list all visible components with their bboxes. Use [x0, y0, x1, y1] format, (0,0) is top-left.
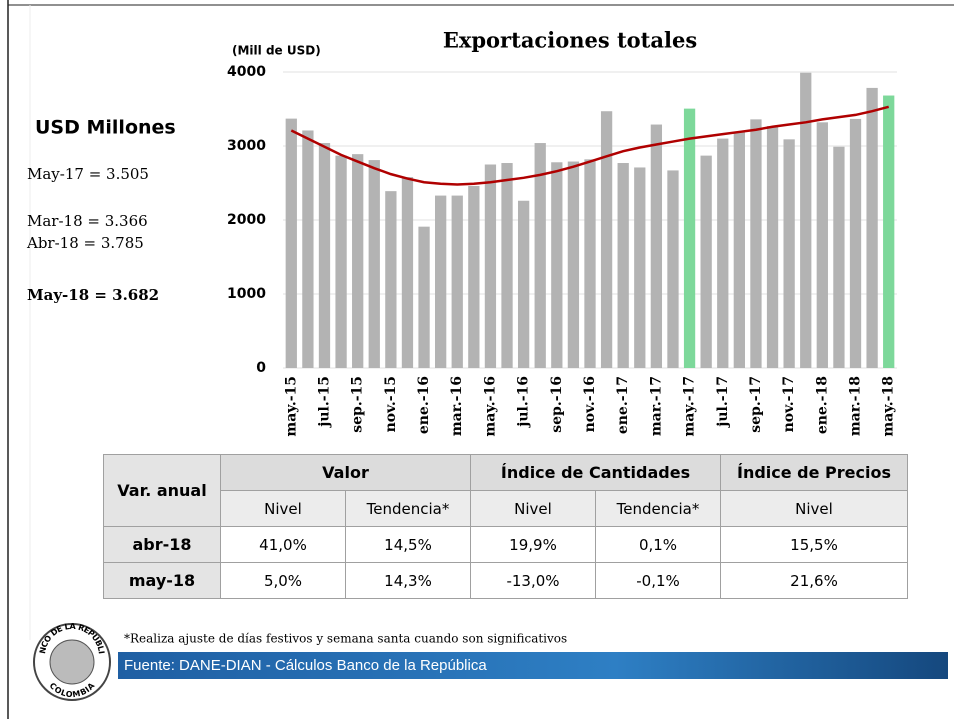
x-tick-label: sep.-17: [748, 376, 764, 433]
cell: 14,3%: [345, 562, 471, 599]
cell: 19,9%: [470, 526, 596, 563]
cell: 14,5%: [345, 526, 471, 563]
bar: [435, 195, 447, 368]
bar: [766, 126, 779, 369]
bar: [650, 124, 663, 368]
bar: [302, 130, 314, 368]
bar: [551, 162, 563, 368]
row-label: may-18: [103, 562, 221, 599]
bar: [849, 118, 862, 368]
bar: [816, 122, 828, 368]
x-tick-label: jul.-17: [715, 376, 731, 429]
row-label: abr-18: [103, 526, 221, 563]
x-tick-label: nov.-15: [383, 376, 399, 432]
y-tick-label: 3000: [227, 138, 266, 154]
x-tick-label: jul.-15: [316, 376, 332, 429]
group-header: Índice de Precios: [720, 454, 908, 491]
logo-center: [49, 639, 95, 685]
table-corner: Var. anual: [103, 454, 221, 527]
bar: [617, 163, 629, 368]
cell: 41,0%: [220, 526, 346, 563]
bar: [501, 163, 513, 368]
summary-table: Var. anual Valor Índice de Cantidades Ín…: [103, 454, 908, 599]
x-tick-label: nov.-17: [781, 376, 797, 432]
y-tick-label: 1000: [227, 286, 266, 302]
logo-text: BANCO DE LA REPUBLICA: [0, 0, 106, 654]
bar: [733, 131, 745, 368]
x-tick-label: ene.-16: [416, 376, 432, 434]
y-axis-label: (Mill de USD): [232, 44, 321, 58]
cell: -13,0%: [470, 562, 596, 599]
group-header: Valor: [220, 454, 471, 491]
cell: 5,0%: [220, 562, 346, 599]
bar: [352, 154, 364, 368]
bar: [468, 185, 480, 368]
side-line: May-17 = 3.505: [27, 165, 149, 183]
y-tick-label: 4000: [227, 64, 266, 80]
y-tick-label: 0: [256, 360, 266, 376]
bar: [385, 191, 397, 368]
bar: [368, 160, 380, 368]
subheader: Nivel: [720, 490, 908, 527]
cell: 21,6%: [720, 562, 908, 599]
x-tick-label: ene.-17: [615, 376, 631, 434]
side-highlight: May-18 = 3.682: [27, 286, 159, 304]
side-line: Mar-18 = 3.366: [27, 212, 148, 230]
bar: [634, 167, 646, 368]
source-band: [118, 652, 948, 679]
bar: [866, 87, 878, 368]
x-tick-label: mar.-17: [648, 376, 664, 436]
x-tick-label: nov.-16: [582, 376, 598, 432]
x-tick-label: may.-16: [482, 376, 498, 437]
bar: [783, 139, 795, 368]
bar: [883, 95, 895, 369]
subheader: Tendencia*: [345, 490, 471, 527]
x-tick-label: sep.-16: [549, 376, 565, 433]
x-tick-label: mar.-16: [449, 376, 465, 436]
side-heading: USD Millones: [35, 117, 176, 139]
bar: [750, 119, 762, 368]
bar: [800, 72, 812, 369]
bar: [667, 170, 679, 368]
x-tick-label: jul.-16: [516, 376, 532, 429]
x-tick-label: may.-17: [682, 376, 698, 437]
source: Fuente: DANE-DIAN - Cálculos Banco de la…: [124, 657, 487, 674]
bar: [451, 195, 463, 368]
logo-top: BANCO DE LA REPUBLICA: [0, 0, 106, 654]
bar: [567, 161, 580, 368]
y-tick-label: 2000: [227, 212, 266, 228]
bar: [584, 159, 596, 368]
bar: [484, 164, 497, 368]
bar: [335, 155, 347, 368]
subheader: Nivel: [220, 490, 346, 527]
cell: 15,5%: [720, 526, 908, 563]
bar: [600, 111, 613, 368]
side-line: Abr-18 = 3.785: [26, 234, 144, 252]
bar: [401, 177, 414, 368]
trend-line: [290, 105, 890, 186]
cell: -0,1%: [595, 562, 721, 599]
x-tick-label: may.-15: [283, 376, 299, 437]
x-tick-label: mar.-18: [848, 376, 864, 436]
footnote: *Realiza ajuste de días festivos y seman…: [124, 632, 567, 646]
bar: [683, 108, 696, 368]
bar: [700, 155, 712, 368]
x-tick-label: ene.-18: [814, 376, 830, 434]
subheader: Nivel: [470, 490, 596, 527]
group-header: Índice de Cantidades: [470, 454, 721, 491]
bar: [833, 146, 845, 368]
cell: 0,1%: [595, 526, 721, 563]
bar: [318, 143, 331, 368]
x-tick-label: sep.-15: [350, 376, 366, 433]
chart-title: Exportaciones totales: [443, 28, 697, 53]
bar: [285, 118, 297, 369]
bar: [418, 226, 430, 368]
bar: [534, 143, 546, 368]
subheader: Tendencia*: [595, 490, 721, 527]
bar: [717, 138, 729, 368]
x-tick-label: may.-18: [881, 376, 897, 437]
bar: [517, 200, 530, 368]
